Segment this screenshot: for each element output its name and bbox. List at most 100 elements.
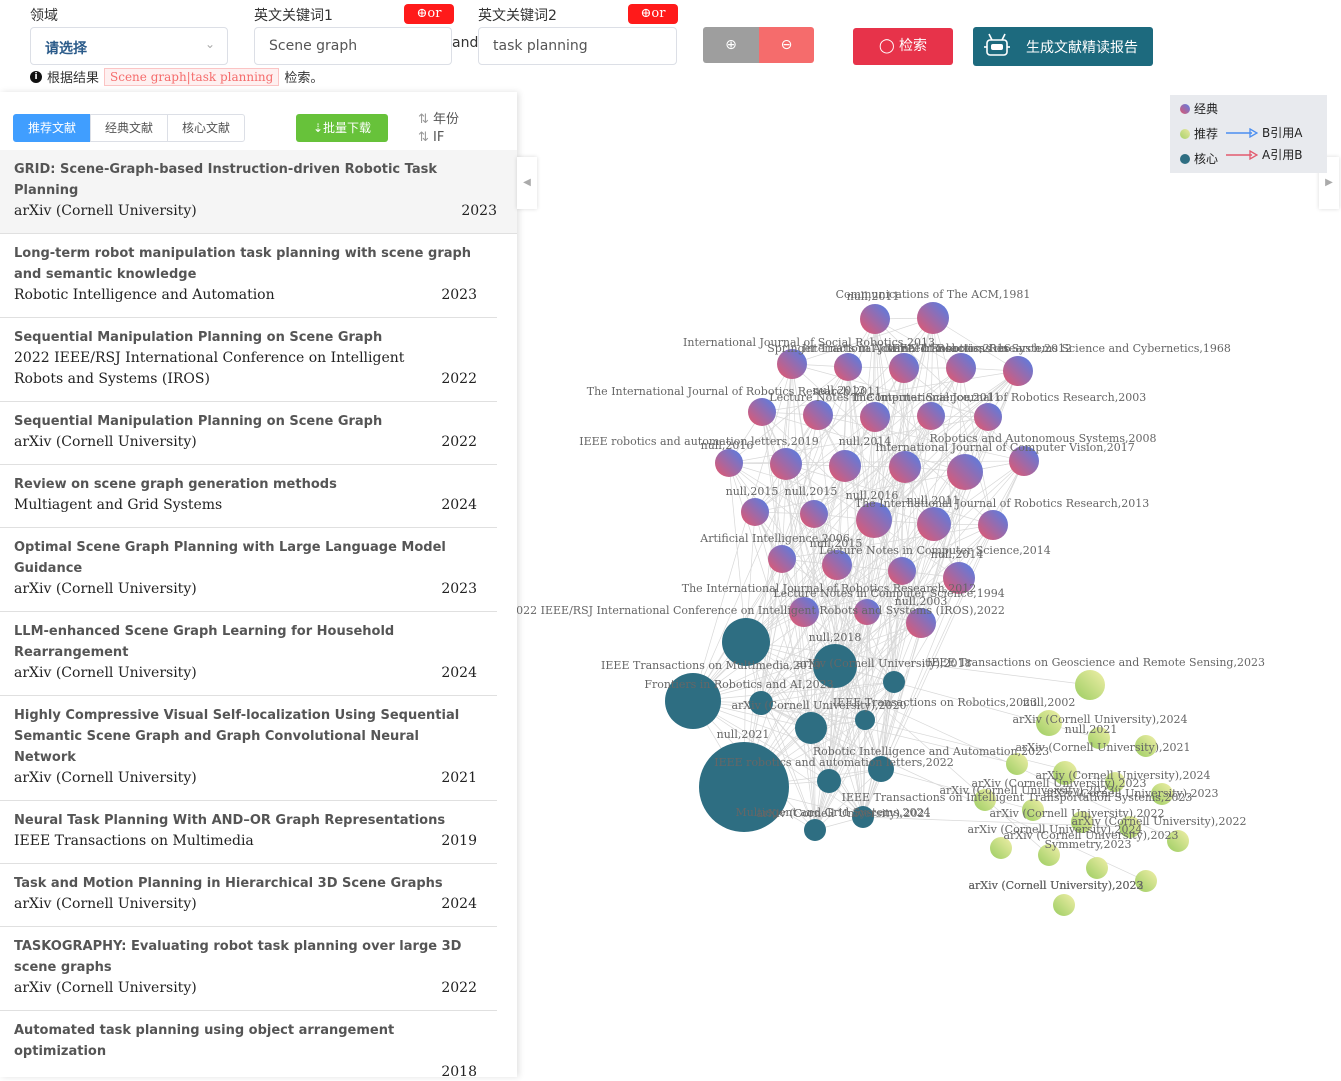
classic-paper-node[interactable] [777, 349, 807, 379]
classic-paper-node[interactable] [946, 353, 976, 383]
add-keyword-button[interactable]: ⊕ [703, 27, 759, 63]
classic-paper-node[interactable] [943, 562, 975, 594]
core-paper-node[interactable] [665, 673, 721, 729]
paper-list-item[interactable]: Automated task planning using object arr… [0, 1011, 497, 1077]
recommended-paper-node[interactable] [1167, 830, 1189, 852]
classic-paper-node[interactable] [917, 402, 945, 430]
classic-paper-node[interactable] [947, 454, 983, 490]
classic-paper-node[interactable] [803, 400, 833, 430]
remove-keyword-button[interactable]: ⊖ [759, 27, 814, 63]
classic-paper-node[interactable] [888, 557, 916, 585]
classic-paper-node[interactable] [889, 353, 919, 383]
paper-title[interactable]: Sequential Manipulation Planning on Scen… [14, 414, 383, 429]
paper-title[interactable]: Long-term robot manipulation task planni… [14, 246, 472, 282]
paper-list-item[interactable]: Task and Motion Planning in Hierarchical… [0, 864, 497, 927]
collapse-left-panel-button[interactable]: ◀ [517, 157, 537, 209]
classic-paper-node[interactable] [822, 550, 852, 580]
classic-paper-node[interactable] [789, 597, 819, 627]
recommended-paper-node[interactable] [1086, 857, 1108, 879]
sort-by-year[interactable]: ⇅ 年份 [418, 108, 459, 127]
paper-list-item[interactable]: Neural Task Planning With AND–OR Graph R… [0, 801, 497, 864]
classic-paper-node[interactable] [856, 502, 892, 538]
recommended-paper-node[interactable] [990, 837, 1012, 859]
classic-paper-node[interactable] [974, 403, 1002, 431]
core-paper-node[interactable] [722, 618, 770, 666]
paper-title[interactable]: Automated task planning using object arr… [14, 1023, 395, 1059]
paper-title[interactable]: LLM-enhanced Scene Graph Learning for Ho… [14, 624, 395, 660]
paper-list-item[interactable]: Highly Compressive Visual Self-localizat… [0, 696, 497, 801]
batch-download-button[interactable]: ⇣批量下载 [296, 114, 388, 142]
recommended-paper-node[interactable] [1088, 727, 1110, 749]
classic-paper-node[interactable] [770, 448, 802, 480]
classic-paper-node[interactable] [741, 498, 769, 526]
classic-paper-node[interactable] [889, 451, 921, 483]
core-paper-node[interactable] [817, 769, 841, 793]
recommended-paper-node[interactable] [1053, 894, 1075, 916]
recommended-paper-node[interactable] [1022, 799, 1044, 821]
paper-title[interactable]: Sequential Manipulation Planning on Scen… [14, 330, 383, 345]
paper-list-item[interactable]: Sequential Manipulation Planning on Scen… [0, 402, 497, 465]
recommended-paper-node[interactable] [1135, 735, 1157, 757]
core-paper-node[interactable] [868, 756, 894, 782]
classic-paper-node[interactable] [1003, 356, 1033, 386]
classic-paper-node[interactable] [906, 608, 936, 638]
classic-paper-node[interactable] [1009, 446, 1039, 476]
paper-list-item[interactable]: Sequential Manipulation Planning on Scen… [0, 318, 497, 402]
classic-paper-node[interactable] [834, 353, 862, 381]
recommended-paper-node[interactable] [1135, 870, 1157, 892]
recommended-paper-node[interactable] [1119, 816, 1141, 838]
recommended-paper-node[interactable] [1075, 670, 1105, 700]
classic-paper-node[interactable] [800, 500, 828, 528]
paper-title[interactable]: GRID: Scene-Graph-based Instruction-driv… [14, 162, 438, 198]
tab-classic[interactable]: 经典文献 [90, 114, 169, 142]
keyword1-input[interactable]: Scene graph [254, 27, 452, 65]
classic-paper-node[interactable] [860, 402, 890, 432]
classic-paper-node[interactable] [829, 450, 861, 482]
paper-list-item[interactable]: Long-term robot manipulation task planni… [0, 234, 497, 318]
tab-recommended[interactable]: 推荐文献 [13, 114, 92, 142]
recommended-paper-node[interactable] [1105, 772, 1125, 792]
sort-by-if[interactable]: ⇅ IF [418, 130, 444, 145]
keyword2-input[interactable]: task planning [478, 27, 677, 65]
core-paper-node[interactable] [855, 710, 875, 730]
classic-paper-node[interactable] [715, 449, 743, 477]
classic-paper-node[interactable] [768, 545, 796, 573]
paper-title[interactable]: Highly Compressive Visual Self-localizat… [14, 708, 460, 765]
core-paper-node[interactable] [852, 806, 874, 828]
citation-graph-canvas[interactable]: Communications of The ACM,1981null,2011I… [509, 92, 1341, 1077]
paper-title[interactable]: Task and Motion Planning in Hierarchical… [14, 876, 443, 891]
classic-paper-node[interactable] [978, 510, 1008, 540]
recommended-paper-node[interactable] [1038, 844, 1060, 866]
paper-list-item[interactable]: LLM-enhanced Scene Graph Learning for Ho… [0, 612, 497, 696]
core-paper-node[interactable] [813, 644, 857, 688]
classic-paper-node[interactable] [917, 302, 949, 334]
core-paper-node[interactable] [749, 691, 773, 715]
recommended-paper-node[interactable] [1151, 783, 1173, 805]
keyword1-or-button[interactable]: ⊕or [404, 4, 454, 24]
classic-paper-node[interactable] [854, 599, 880, 625]
recommended-paper-node[interactable] [1006, 753, 1028, 775]
paper-title[interactable]: Optimal Scene Graph Planning with Large … [14, 540, 446, 576]
paper-list-item[interactable]: Optimal Scene Graph Planning with Large … [0, 528, 497, 612]
keyword2-or-button[interactable]: ⊕or [628, 4, 678, 24]
recommended-paper-node[interactable] [1053, 761, 1077, 785]
core-paper-node[interactable] [804, 819, 826, 841]
classic-paper-node[interactable] [917, 507, 951, 541]
search-button[interactable]: ◯ 检索 [853, 28, 953, 65]
paper-list-item[interactable]: GRID: Scene-Graph-based Instruction-driv… [0, 150, 517, 234]
domain-select[interactable]: 请选择 ⌄ [30, 27, 228, 65]
core-paper-node[interactable] [699, 742, 789, 832]
paper-title[interactable]: TASKOGRAPHY: Evaluating robot task plann… [14, 939, 462, 975]
recommended-paper-node[interactable] [1071, 811, 1093, 833]
tab-core[interactable]: 核心文献 [167, 114, 246, 142]
citation-graph[interactable]: Communications of The ACM,1981 null,2011 I… [509, 92, 1341, 1077]
core-paper-node[interactable] [883, 671, 905, 693]
paper-list-item[interactable]: Review on scene graph generation methods… [0, 465, 497, 528]
paper-list-item[interactable]: TASKOGRAPHY: Evaluating robot task plann… [0, 927, 497, 1011]
core-paper-node[interactable] [795, 712, 827, 744]
recommended-paper-node[interactable] [1036, 710, 1062, 736]
paper-title[interactable]: Neural Task Planning With AND–OR Graph R… [14, 813, 446, 828]
classic-paper-node[interactable] [748, 398, 776, 426]
recommended-paper-node[interactable] [974, 789, 996, 811]
classic-paper-node[interactable] [860, 304, 890, 334]
